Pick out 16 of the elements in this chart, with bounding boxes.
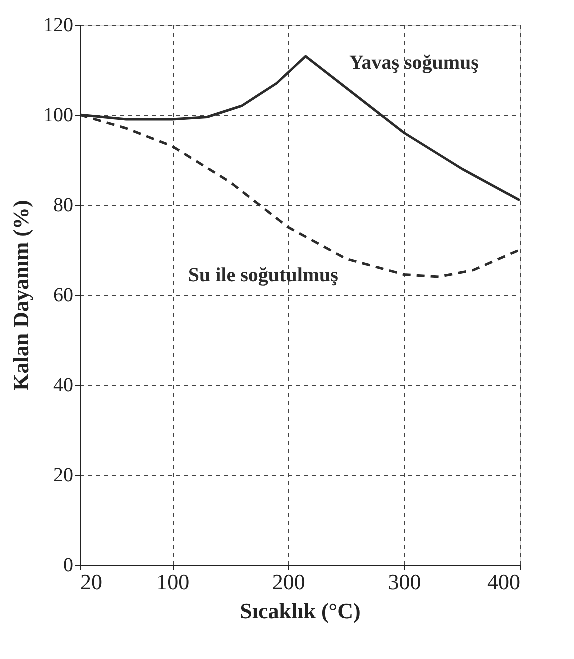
x-tick-label: 300: [388, 570, 422, 594]
x-tick-label: 100: [156, 570, 190, 594]
series-label: Su ile soğutulmuş: [188, 264, 339, 286]
y-tick-label: 80: [54, 194, 74, 216]
y-axis-title: Kalan Dayanım (%): [8, 200, 34, 391]
series-label: Yavaş soğumuş: [349, 52, 480, 74]
y-tick-label: 60: [54, 284, 74, 306]
y-tick-label: 100: [44, 104, 74, 126]
x-axis-title: Sıcaklık (°C): [240, 598, 361, 624]
x-tick-label: 200: [272, 570, 306, 594]
y-tick-label: 40: [54, 374, 74, 396]
y-tick-label: 0: [64, 554, 74, 576]
x-tick-label: 20: [80, 570, 102, 594]
y-tick-label: 20: [54, 464, 74, 486]
x-tick-label: 400: [488, 570, 520, 594]
y-tick-label: 120: [44, 14, 74, 36]
